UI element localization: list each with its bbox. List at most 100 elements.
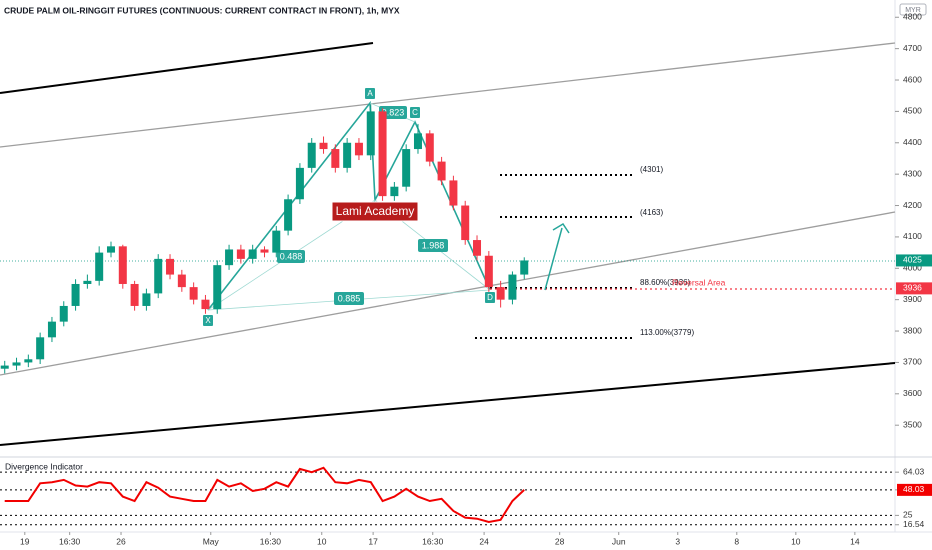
candle-body: [0, 365, 9, 369]
watermark-box: [331, 201, 419, 222]
candle-body: [166, 258, 175, 275]
candle-body: [12, 362, 21, 366]
point-box: [485, 292, 495, 303]
level-label: (4301): [640, 165, 663, 174]
channel-line: [0, 211, 896, 376]
candle-body: [130, 283, 139, 306]
candle-body: [236, 249, 245, 259]
point-label: A: [367, 89, 373, 98]
y-tick-label: 4000: [903, 263, 922, 273]
value-label-box: [897, 483, 932, 496]
point-label: X: [205, 316, 211, 325]
x-tick-label: 28: [555, 536, 565, 546]
candle-body: [331, 149, 340, 168]
candle-body: [24, 359, 33, 363]
y-tick-label: 4300: [903, 168, 922, 178]
candle-body: [284, 199, 293, 231]
candle-body: [378, 111, 387, 197]
candle-body: [354, 142, 363, 156]
y-tick-label: 3700: [903, 357, 922, 367]
arrow: [544, 227, 563, 291]
x-tick-label: 24: [479, 536, 489, 546]
candle-body: [413, 133, 422, 150]
y-tick-label: 25: [903, 510, 913, 520]
y-tick-label: 16.54: [903, 519, 925, 529]
price-label-box: [896, 282, 932, 295]
candle-body: [508, 274, 517, 300]
ratio-label: 0.823: [382, 107, 405, 117]
candle-body: [142, 293, 151, 306]
candle-body: [154, 258, 163, 294]
point-box: [203, 315, 213, 326]
ratio-label: 0.885: [338, 293, 361, 303]
x-tick-label: May: [203, 536, 220, 546]
y-tick-label: 4600: [903, 74, 922, 84]
candle-body: [484, 255, 493, 288]
candle-body: [83, 280, 92, 284]
ratio-label: 0.488: [280, 251, 303, 261]
x-tick-label: 8: [734, 536, 739, 546]
candle-body: [319, 142, 328, 150]
candle-body: [36, 337, 45, 360]
currency: MYR: [905, 7, 921, 14]
price-label: 4025: [903, 255, 922, 265]
candle-body: [213, 265, 222, 310]
candle-body: [95, 252, 104, 281]
channel-line: [0, 42, 896, 148]
ratio-label: 1.988: [422, 240, 445, 250]
pattern-labels: X A C D 0.823 0.488 0.885 1.988 (4301) (…: [203, 88, 726, 337]
x-tick-label: 16:30: [260, 536, 282, 546]
y-tick-label: 48.03: [903, 484, 925, 494]
x-tick-label: 16:30: [422, 536, 444, 546]
point-label: C: [412, 108, 418, 117]
candle-body: [106, 246, 115, 253]
x-tick-label: 19: [20, 536, 30, 546]
candle-body: [437, 161, 446, 181]
candle-body: [390, 186, 399, 197]
candle-body: [71, 283, 80, 306]
x-tick-label: 3: [675, 536, 680, 546]
y-tick-label: 4400: [903, 137, 922, 147]
candle-body: [177, 274, 186, 288]
candle-body: [260, 249, 269, 253]
candle-body: [225, 249, 234, 266]
indicator-title: Divergence Indicator: [5, 461, 83, 471]
candles: [0, 105, 529, 374]
candle-body: [59, 305, 68, 322]
candle-body: [402, 149, 411, 187]
x-tick-label: 17: [368, 536, 378, 546]
x-tick-label: 26: [116, 536, 126, 546]
candle-body: [295, 167, 304, 200]
price-label: 3936: [903, 283, 922, 293]
y-tick-label: 3800: [903, 325, 922, 335]
candle-body: [520, 260, 529, 275]
ratio-box: [277, 250, 305, 263]
currency-box: [899, 3, 927, 16]
candle-body: [473, 240, 482, 256]
ratio-box: [418, 239, 448, 252]
y-tick-label: 4200: [903, 200, 922, 210]
candle-body: [461, 205, 470, 241]
y-tick-label: 4500: [903, 106, 922, 116]
x-tick-label: 10: [791, 536, 801, 546]
candle-body: [366, 111, 375, 156]
candle-body: [307, 142, 316, 168]
price-label-box: [896, 254, 932, 267]
annotation: Reversal Area: [672, 277, 726, 287]
ratio-box: [334, 292, 364, 305]
y-tick-label: 4100: [903, 231, 922, 241]
candle-body: [201, 299, 210, 310]
point-box: [410, 107, 420, 118]
harmonic-diagonals: [207, 199, 491, 311]
x-tick-label: 10: [317, 536, 327, 546]
y-tick-label: 4800: [903, 12, 922, 22]
y-tick-label: 4700: [903, 43, 922, 53]
candle-body: [272, 230, 281, 253]
candle-body: [189, 287, 198, 300]
y-tick-label: 3500: [903, 419, 922, 429]
watermark: Lami Academy: [336, 204, 415, 218]
trend-line: [0, 42, 374, 94]
trend-line: [0, 362, 896, 446]
arrow-head: [552, 222, 570, 234]
